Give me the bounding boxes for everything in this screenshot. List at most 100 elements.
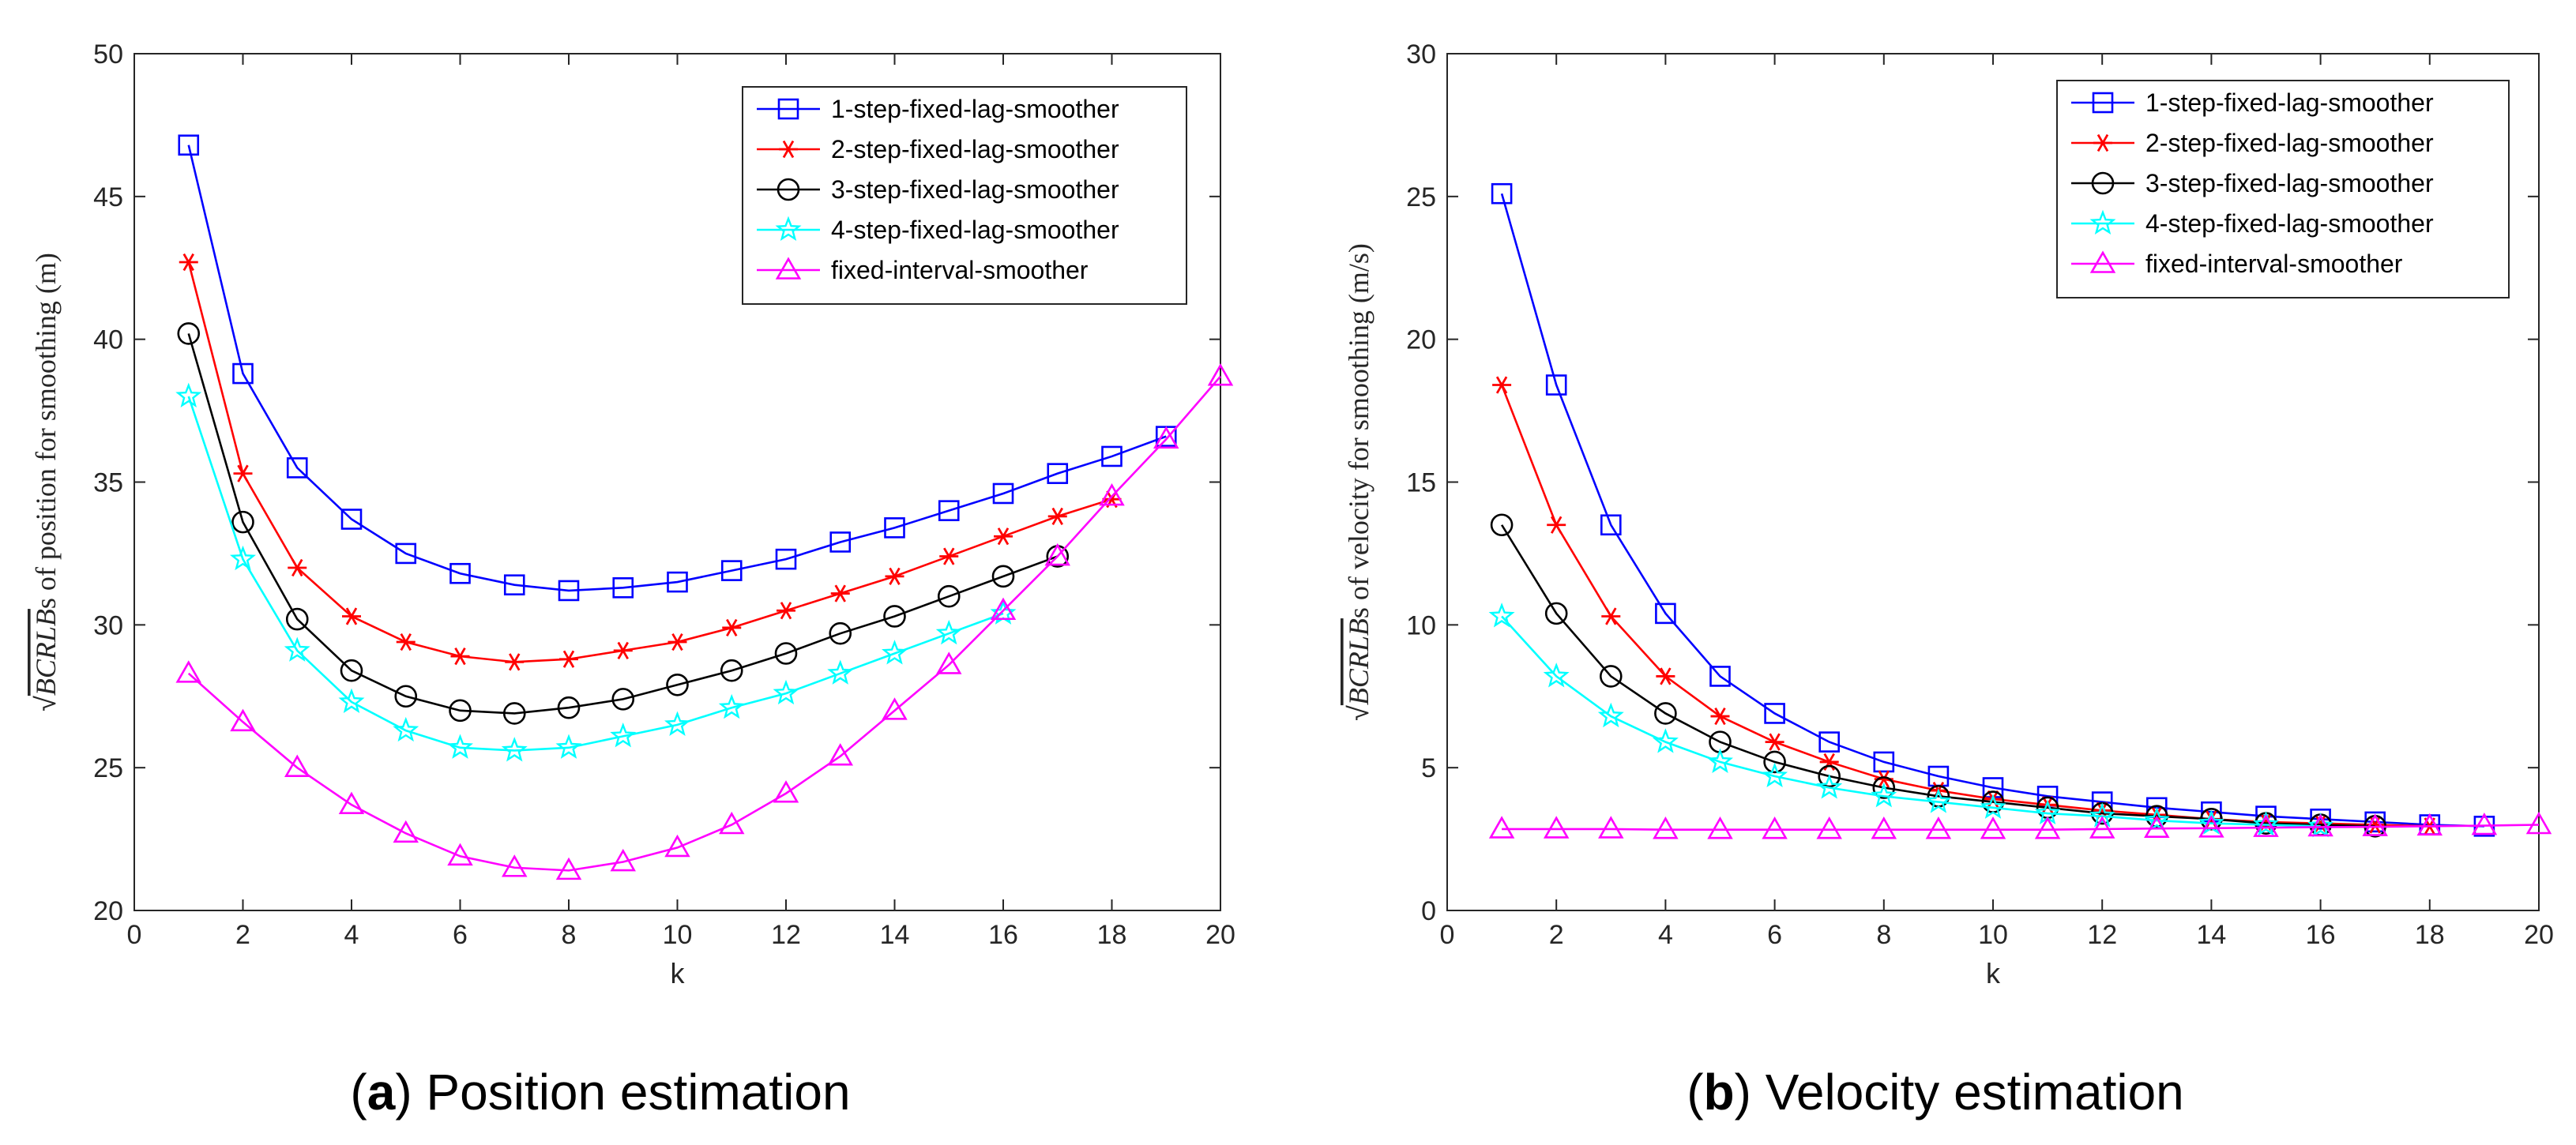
data-point: [2089, 816, 2115, 839]
data-point: [722, 618, 742, 637]
data-point: [396, 633, 416, 651]
data-point: [558, 580, 580, 602]
y-tick-label: 35: [93, 468, 123, 498]
y-axis-label-math: BCRLB: [30, 609, 62, 696]
data-point: [829, 621, 852, 645]
legend-box: [2056, 80, 2510, 298]
data-point: [2089, 802, 2115, 828]
x-tick-label: 8: [562, 920, 577, 950]
data-point: [2201, 801, 2222, 823]
data-point: [2198, 815, 2224, 838]
data-point: [502, 854, 528, 877]
legend-marker: [2092, 92, 2114, 114]
data-point: [1488, 816, 1515, 839]
data-point: [502, 702, 526, 725]
data-point: [827, 659, 854, 685]
x-tick-label: 10: [1978, 920, 2008, 950]
data-point: [1656, 667, 1675, 685]
sqrt-symbol: √: [1342, 705, 1374, 721]
data-point: [882, 640, 908, 665]
data-point: [773, 780, 799, 803]
data-point: [664, 834, 690, 858]
data-point: [177, 322, 201, 345]
data-point: [830, 584, 850, 603]
data-point: [1872, 776, 1896, 799]
data-point: [288, 558, 307, 577]
panel-caption-letter-bold: b: [1704, 1064, 1735, 1121]
data-point: [175, 660, 201, 683]
data-point: [1543, 663, 1570, 688]
data-point: [1488, 603, 1515, 628]
data-point: [1547, 516, 1566, 534]
data-point: [449, 699, 472, 723]
data-point: [340, 659, 363, 682]
data-point: [1600, 514, 1622, 536]
y-tick-label: 10: [1406, 610, 1436, 640]
series-1: [179, 253, 1122, 671]
x-tick-label: 0: [1440, 920, 1455, 950]
series-line: [1502, 824, 2540, 831]
series-line: [187, 375, 1221, 872]
series-line: [1500, 193, 2484, 828]
data-point: [1655, 603, 1676, 625]
data-point: [555, 857, 582, 880]
sqrt-symbol: √: [29, 696, 62, 711]
data-point: [447, 843, 473, 866]
data-point: [774, 642, 798, 665]
data-point: [555, 734, 582, 759]
data-point: [1763, 750, 1786, 774]
legend-entry: fixed-interval-smoother: [2145, 250, 2403, 278]
data-point: [394, 685, 418, 708]
legend-entry: 3-step-fixed-lag-smoother: [2145, 169, 2434, 197]
data-point: [611, 688, 635, 711]
data-point: [2253, 811, 2279, 836]
data-point: [338, 791, 365, 814]
data-point: [612, 577, 634, 599]
series-3: [1488, 603, 2334, 838]
data-point: [773, 679, 799, 705]
x-tick-label: 2: [1549, 920, 1564, 950]
data-point: [885, 567, 904, 585]
legend-entry: 4-step-fixed-lag-smoother: [2145, 209, 2434, 238]
data-point: [1764, 703, 1785, 724]
data-point: [338, 688, 365, 714]
y-axis-label-text: √BCRLBs of velocity for smoothing (m/s): [1342, 243, 1374, 721]
data-point: [393, 716, 419, 742]
x-tick-label: 20: [1205, 920, 1235, 950]
series-line: [187, 396, 1004, 752]
data-point: [284, 636, 310, 662]
data-point: [1099, 482, 1125, 506]
data-point: [610, 723, 637, 748]
x-tick-label: 16: [988, 920, 1018, 950]
series-line: [187, 333, 1059, 715]
data-point: [1044, 542, 1070, 566]
series-line: [187, 261, 1112, 663]
x-tick-label: 14: [2196, 920, 2226, 950]
legend-entry: 3-step-fixed-lag-smoother: [831, 175, 1119, 204]
data-point: [1207, 363, 1234, 386]
data-point: [1871, 817, 1897, 839]
data-point: [1818, 731, 1840, 753]
data-point: [775, 548, 797, 570]
data-point: [1047, 507, 1067, 525]
y-tick-label: 0: [1421, 896, 1436, 926]
x-tick-label: 16: [2306, 920, 2336, 950]
data-point: [1707, 748, 1733, 773]
x-tick-label: 12: [771, 920, 801, 950]
series-line: [187, 145, 1167, 592]
panel-caption: (b) Velocity estimation: [1687, 1064, 2184, 1121]
data-point: [559, 650, 578, 668]
legend-marker: [2089, 209, 2116, 235]
data-point: [1925, 788, 1952, 813]
data-point: [884, 517, 905, 539]
data-point: [1491, 182, 1513, 205]
data-point: [2471, 812, 2498, 835]
legend-marker: [775, 216, 802, 242]
y-axis-label: √BCRLBs of position for smoothing (m): [29, 253, 62, 711]
data-point: [505, 653, 525, 671]
y-axis-label-rest: s of velocity for smoothing (m/s): [1343, 243, 1374, 618]
legend-entry: 4-step-fixed-lag-smoother: [831, 216, 1119, 244]
data-point: [1492, 376, 1512, 394]
panel-caption-text: ) Velocity estimation: [1735, 1064, 2184, 1121]
data-point: [939, 547, 959, 565]
